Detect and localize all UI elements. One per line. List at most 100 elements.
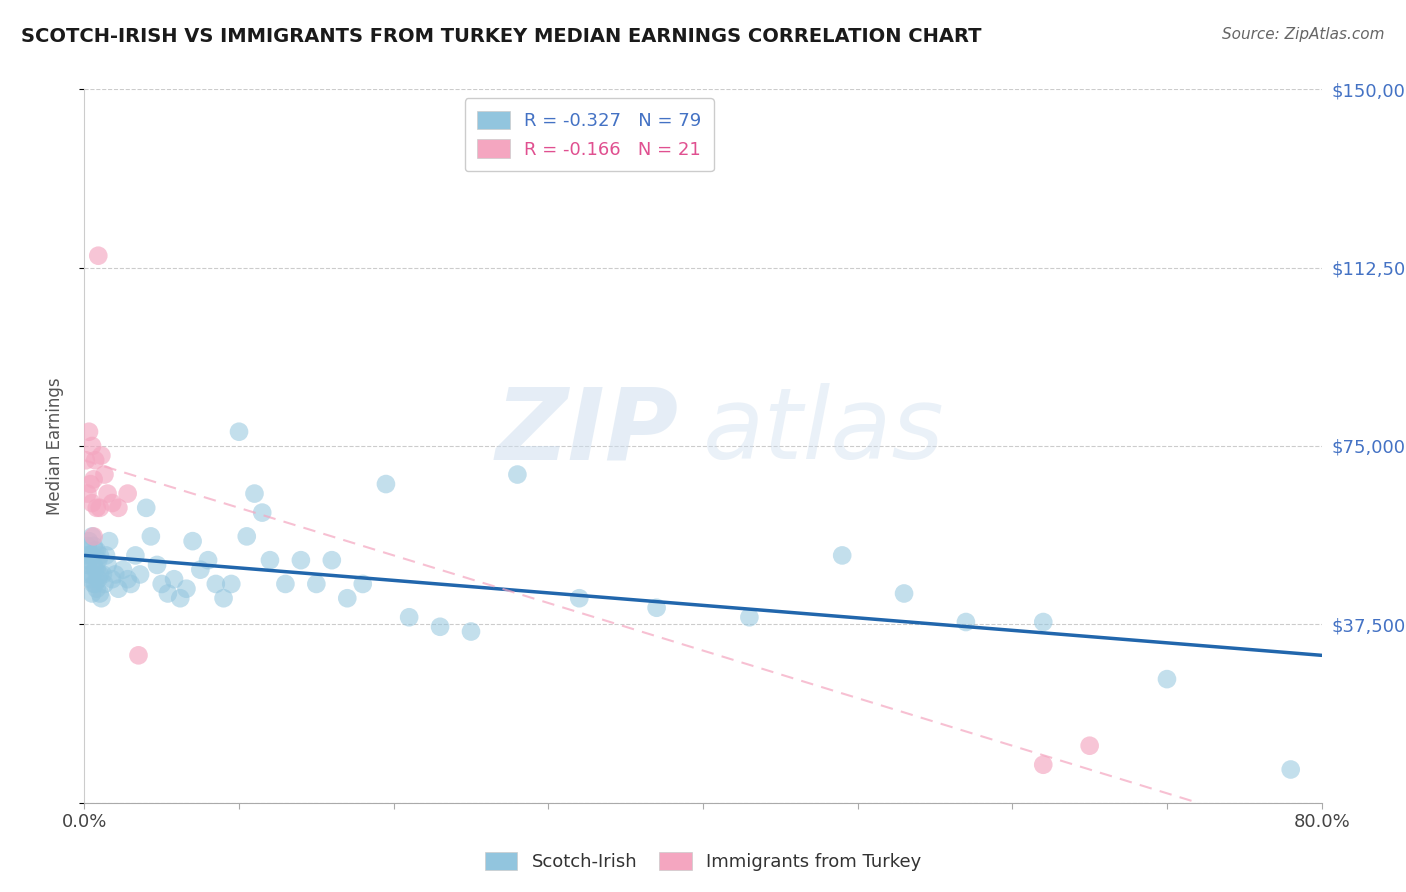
Point (101, 572, 124, 586)
Point (290, 553, 312, 567)
Point (84, 577, 107, 591)
Point (77, 567, 100, 582)
Point (101, 496, 124, 510)
Point (82, 586, 104, 600)
Point (86, 582, 108, 596)
Point (150, 577, 173, 591)
Point (97, 486, 120, 500)
Point (86, 500, 108, 515)
Point (568, 591, 591, 606)
Point (129, 567, 152, 582)
Point (645, 600, 668, 615)
Point (76, 486, 98, 500)
Point (83, 529, 105, 543)
Text: ZIP: ZIP (495, 384, 678, 480)
Text: atlas: atlas (703, 384, 945, 480)
Point (87, 553, 110, 567)
Point (274, 577, 297, 591)
Point (87, 572, 110, 586)
Point (86, 563, 108, 577)
Point (212, 591, 235, 606)
Point (163, 572, 186, 586)
Point (83, 539, 105, 553)
Point (112, 563, 135, 577)
Point (117, 486, 139, 500)
Point (506, 467, 529, 482)
Point (738, 610, 761, 624)
Point (156, 586, 179, 600)
Point (90, 449, 112, 463)
Point (83, 472, 105, 486)
Point (98, 534, 121, 549)
Point (82, 439, 104, 453)
Point (831, 549, 853, 563)
Point (89, 500, 111, 515)
Point (146, 558, 169, 572)
Point (76, 539, 98, 553)
Point (1078, 739, 1101, 753)
Point (107, 582, 129, 596)
Point (97, 558, 120, 572)
Point (955, 615, 977, 629)
Point (79, 572, 101, 586)
Point (76, 558, 98, 572)
Point (243, 486, 266, 500)
Point (77, 425, 100, 439)
Legend: Scotch-Irish, Immigrants from Turkey: Scotch-Irish, Immigrants from Turkey (478, 845, 928, 879)
Point (89, 567, 111, 582)
Point (82, 549, 104, 563)
Point (84, 453, 107, 467)
Point (352, 577, 374, 591)
Point (221, 577, 243, 591)
Point (321, 553, 343, 567)
Point (79, 477, 101, 491)
Point (429, 620, 451, 634)
Point (104, 567, 127, 582)
Point (139, 529, 162, 543)
Point (197, 553, 219, 567)
Point (236, 529, 259, 543)
Point (83, 577, 105, 591)
Point (89, 549, 111, 563)
Point (107, 500, 129, 515)
Point (305, 577, 328, 591)
Point (93, 577, 115, 591)
Point (128, 648, 150, 663)
Point (398, 610, 420, 624)
Legend: R = -0.327   N = 79, R = -0.166   N = 21: R = -0.327 N = 79, R = -0.166 N = 21 (464, 98, 714, 171)
Point (1279, 763, 1302, 777)
Point (1032, 615, 1054, 629)
Point (75, 453, 97, 467)
Point (77, 553, 100, 567)
Point (252, 506, 274, 520)
Point (375, 477, 398, 491)
Point (205, 577, 228, 591)
Point (117, 572, 139, 586)
Point (84, 563, 107, 577)
Point (91, 567, 114, 582)
Text: Source: ZipAtlas.com: Source: ZipAtlas.com (1222, 27, 1385, 42)
Point (259, 553, 281, 567)
Point (90, 591, 112, 606)
Text: SCOTCH-IRISH VS IMMIGRANTS FROM TURKEY MEDIAN EARNINGS CORRELATION CHART: SCOTCH-IRISH VS IMMIGRANTS FROM TURKEY M… (21, 27, 981, 45)
Point (120, 577, 142, 591)
Point (169, 591, 191, 606)
Point (893, 586, 915, 600)
Point (84, 543, 107, 558)
Point (228, 425, 250, 439)
Point (86, 543, 108, 558)
Point (124, 549, 146, 563)
Point (135, 500, 157, 515)
Point (181, 534, 204, 549)
Y-axis label: Median Earnings: Median Earnings (45, 377, 63, 515)
Point (94, 549, 117, 563)
Point (82, 529, 104, 543)
Point (87, 249, 110, 263)
Point (1032, 757, 1054, 772)
Point (77, 534, 100, 549)
Point (82, 567, 104, 582)
Point (336, 591, 359, 606)
Point (176, 582, 198, 596)
Point (93, 467, 115, 482)
Point (79, 549, 101, 563)
